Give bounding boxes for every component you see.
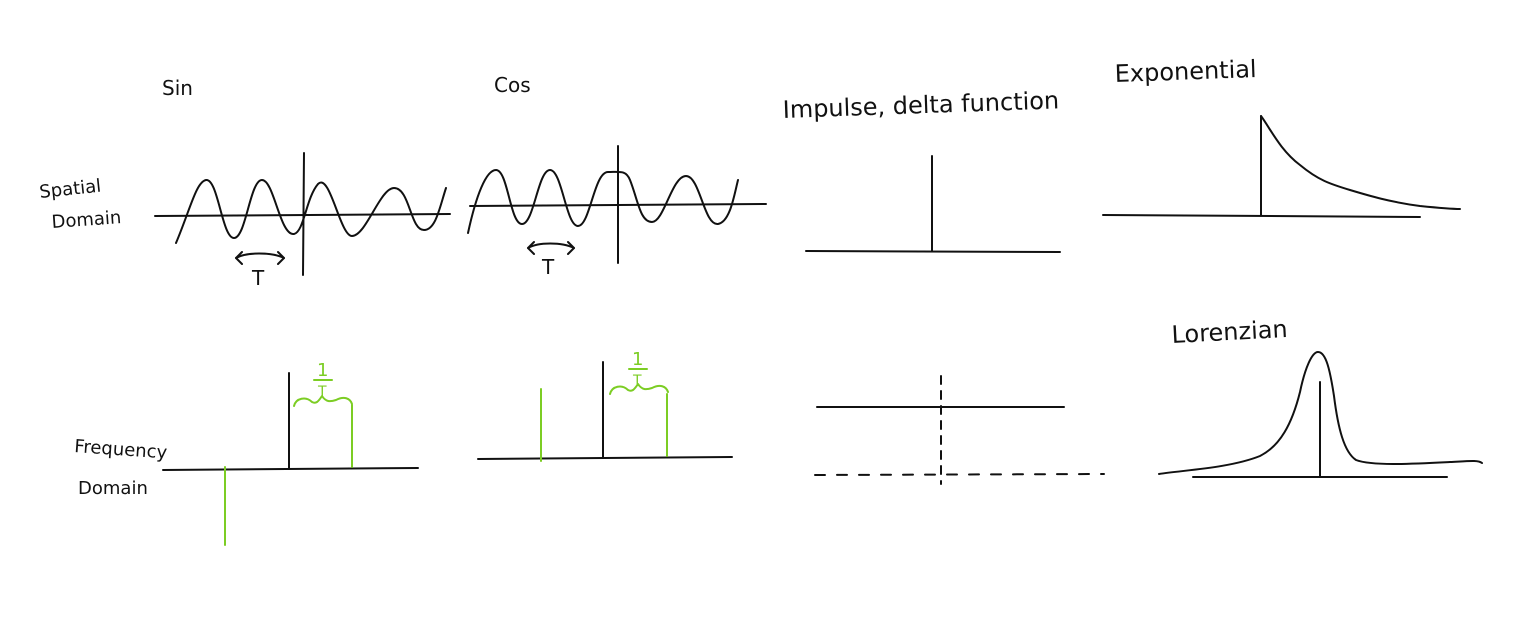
sin-frequency-plot: 1 T [162, 360, 419, 546]
exponential-x-axis [1102, 214, 1421, 218]
impulse-spatial-plot [805, 155, 1061, 253]
sin-title: Sin [162, 76, 193, 100]
sin-amplitude-brace [293, 395, 353, 407]
cos-amplitude-denominator: T [632, 373, 642, 389]
cos-wave [467, 169, 739, 234]
cos-amplitude-brace [609, 383, 669, 395]
cos-period-arrow [527, 242, 575, 249]
cos-title: Cos [494, 73, 531, 97]
sin-spatial-plot: T [154, 152, 451, 290]
sin-wave [175, 179, 447, 244]
sin-period-label: T [251, 266, 265, 290]
sin-frequency-x-axis [162, 467, 419, 471]
lorenzian-plot [1158, 351, 1483, 478]
sin-amplitude-denominator: T [317, 384, 327, 400]
exponential-spatial-plot [1102, 115, 1461, 218]
lorenzian-title: Lorenzian [1171, 315, 1288, 349]
cos-period-arrowhead-right [567, 241, 575, 255]
sin-period-arrow [235, 252, 285, 259]
impulse-title: Impulse, delta function [782, 86, 1059, 124]
cos-frequency-x-axis [477, 456, 733, 460]
exponential-title: Exponential [1114, 55, 1257, 88]
cos-spatial-plot: T [467, 145, 767, 279]
cos-period-arrowhead-left [527, 241, 535, 255]
cos-frequency-plot: 1 T [477, 349, 733, 462]
sin-period-arrowhead-right [277, 251, 285, 265]
sin-amplitude-numerator: 1 [317, 360, 328, 381]
impulse-frequency-x-axis-dashed [814, 473, 1105, 476]
cos-period-label: T [541, 255, 555, 279]
spatial-domain-label-line1: Spatial [38, 176, 102, 203]
spatial-domain-label: Spatial Domain [38, 176, 122, 233]
spatial-domain-label-line2: Domain [51, 207, 122, 233]
sin-period-arrowhead-left [235, 251, 243, 265]
sin-spatial-y-axis [302, 152, 305, 276]
lorenzian-curve [1158, 351, 1483, 475]
frequency-domain-label: Frequency Domain [74, 436, 169, 499]
frequency-domain-label-line1: Frequency [74, 436, 169, 463]
exponential-decay-curve [1260, 115, 1461, 210]
impulse-spatial-x-axis [805, 250, 1061, 253]
cos-amplitude-numerator: 1 [632, 349, 643, 370]
impulse-frequency-plot [814, 375, 1105, 485]
frequency-domain-label-line2: Domain [78, 478, 148, 499]
